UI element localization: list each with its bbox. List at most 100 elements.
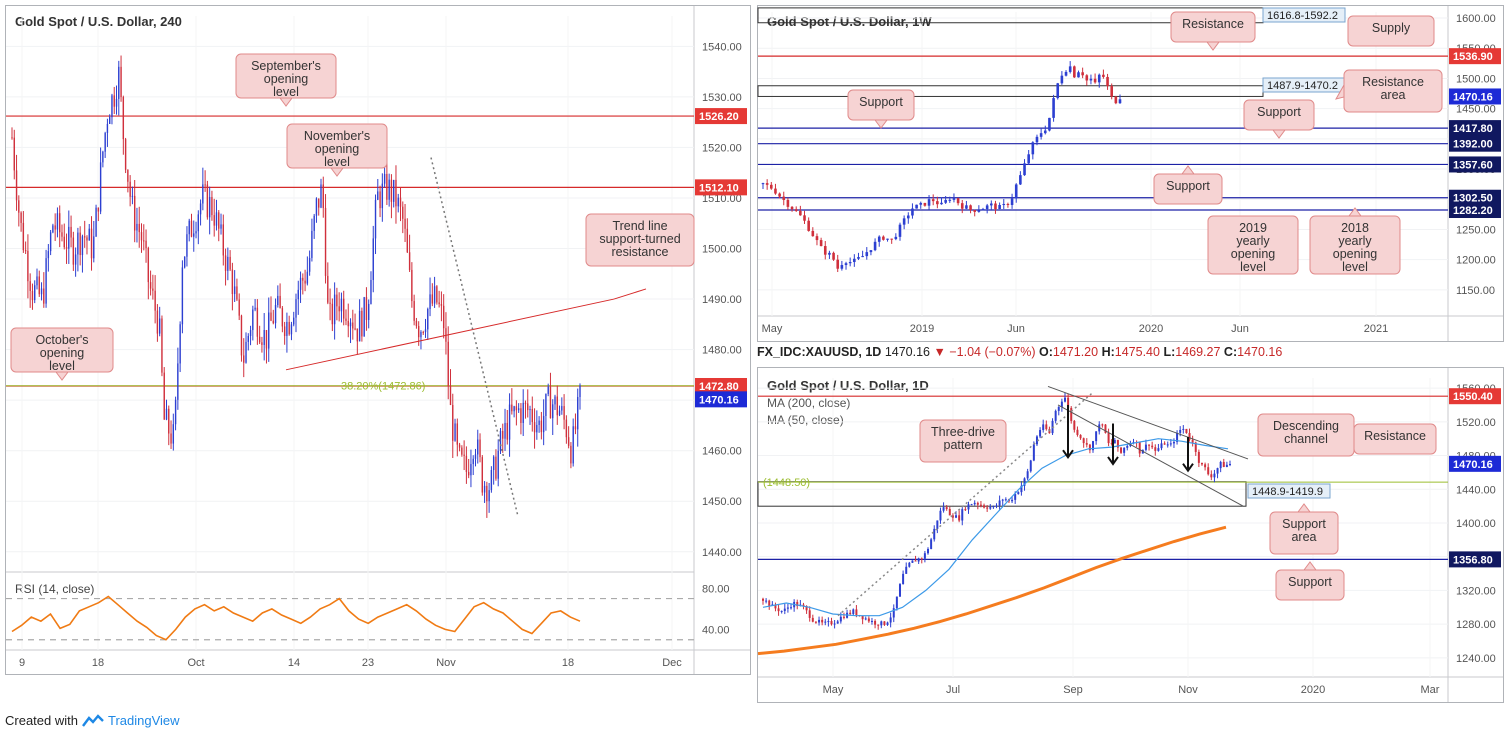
chart-1w[interactable]: Gold Spot / U.S. Dollar, 1W 1150.00 1200.… bbox=[757, 6, 1503, 341]
price-tag-support bbox=[1449, 551, 1501, 568]
three-drive-dotted-line bbox=[837, 391, 1094, 617]
candle-body bbox=[889, 617, 892, 623]
candle-body bbox=[265, 330, 268, 349]
candle-body bbox=[1222, 461, 1225, 467]
candle-body bbox=[1070, 407, 1073, 421]
candle-body bbox=[563, 406, 565, 420]
candle-body bbox=[352, 322, 354, 329]
tradingview-brand[interactable]: TradingView bbox=[107, 713, 180, 728]
chart-panel-4h[interactable]: Gold Spot / U.S. Dollar, 240 RSI (14, cl… bbox=[5, 5, 751, 675]
callout-line: Resistance bbox=[1364, 429, 1426, 443]
chart-4h[interactable]: Gold Spot / U.S. Dollar, 240 RSI (14, cl… bbox=[6, 6, 750, 674]
candle-body bbox=[960, 203, 964, 209]
callout-pointer bbox=[1334, 83, 1345, 100]
callout-september-level: September's opening level bbox=[235, 53, 337, 107]
candle-body bbox=[570, 445, 572, 464]
candle-body bbox=[1079, 434, 1082, 439]
candle-body bbox=[197, 214, 200, 232]
candle-body bbox=[844, 263, 848, 266]
candle-body bbox=[345, 318, 347, 321]
candle-body bbox=[404, 218, 406, 229]
candle-body bbox=[1179, 429, 1182, 433]
candle-body bbox=[456, 423, 459, 445]
open-label: O: bbox=[1039, 345, 1053, 359]
candle-body bbox=[427, 308, 429, 330]
candle-body bbox=[790, 206, 794, 210]
callout-text: Resistance bbox=[1364, 429, 1426, 443]
candle-body bbox=[1023, 478, 1026, 486]
callout-text: Support bbox=[1257, 105, 1301, 119]
candle-body bbox=[762, 598, 764, 601]
candle-body bbox=[183, 256, 186, 268]
candle-body bbox=[1039, 133, 1043, 137]
candle-body bbox=[129, 181, 131, 197]
candle-body bbox=[920, 558, 923, 560]
candle-body bbox=[499, 430, 502, 451]
candle-body bbox=[233, 286, 236, 295]
candle-body bbox=[465, 455, 468, 472]
candle-body bbox=[908, 562, 911, 567]
candle-body bbox=[864, 618, 867, 620]
candle-body bbox=[454, 423, 456, 441]
candle-body bbox=[1073, 66, 1076, 78]
candle-body bbox=[293, 317, 295, 325]
candle-body bbox=[245, 341, 247, 363]
candle-body bbox=[1110, 443, 1113, 445]
candle-body bbox=[481, 457, 484, 493]
callout-three-drive: Three-drive pattern bbox=[919, 419, 1007, 463]
candle-body bbox=[561, 406, 563, 411]
candle-body bbox=[229, 256, 231, 270]
candle-body bbox=[911, 208, 914, 216]
candle-body bbox=[833, 623, 836, 625]
candle-body bbox=[156, 310, 159, 334]
candle-body bbox=[115, 98, 118, 107]
callout-november-level: November's opening level bbox=[286, 123, 388, 177]
callout-line: opening bbox=[1333, 247, 1378, 261]
candle-body bbox=[527, 403, 529, 411]
candle-body bbox=[880, 621, 883, 626]
candle-body bbox=[940, 202, 943, 205]
candle-body bbox=[329, 302, 331, 304]
candle-body bbox=[883, 621, 886, 625]
candle-body bbox=[186, 234, 188, 257]
candle-body bbox=[379, 191, 381, 209]
candle-body bbox=[981, 208, 985, 211]
candle-body bbox=[811, 230, 815, 237]
candle-body bbox=[1032, 444, 1035, 461]
candle-body bbox=[805, 606, 808, 611]
callout-line: level bbox=[1342, 260, 1368, 274]
candle-body bbox=[786, 607, 789, 609]
candle-body bbox=[1163, 443, 1166, 445]
candle-body bbox=[40, 288, 43, 295]
zone-tag bbox=[1247, 483, 1331, 499]
candle-body bbox=[1113, 439, 1116, 444]
chart-panel-1w[interactable]: Gold Spot / U.S. Dollar, 1W 1150.00 1200.… bbox=[757, 5, 1504, 342]
level-price-label: 1536.90 bbox=[1453, 51, 1493, 63]
candle-body bbox=[145, 240, 147, 249]
candle-body bbox=[1148, 444, 1151, 446]
candle-body bbox=[917, 558, 920, 562]
chart-1d[interactable]: Gold Spot / U.S. Dollar, 1D MA (200, clo… bbox=[757, 368, 1503, 702]
callout-line: yearly bbox=[1236, 234, 1270, 248]
candle-body bbox=[1076, 429, 1079, 435]
callout-support-d: Support bbox=[1275, 561, 1345, 601]
candle-body bbox=[315, 198, 318, 216]
candle-body bbox=[558, 410, 561, 416]
chart-panel-1d[interactable]: Gold Spot / U.S. Dollar, 1D MA (200, clo… bbox=[757, 367, 1504, 703]
last-price-label: 1470.16 bbox=[1453, 91, 1493, 103]
candle-body bbox=[43, 288, 45, 304]
callout-pointer bbox=[330, 167, 344, 177]
candle-body bbox=[1023, 163, 1026, 176]
candle-body bbox=[517, 408, 520, 411]
x-tick-label: Jul bbox=[946, 684, 960, 696]
candle-body bbox=[1045, 424, 1048, 430]
y-tick-label: 1480.00 bbox=[702, 345, 742, 357]
candle-body bbox=[358, 310, 361, 342]
candle-body bbox=[540, 420, 543, 433]
x-tick-label: 23 bbox=[362, 657, 374, 669]
candle-body bbox=[374, 199, 377, 239]
candle-body bbox=[1102, 74, 1105, 77]
candle-body bbox=[1093, 78, 1097, 83]
candle-body bbox=[840, 265, 844, 269]
candle-body bbox=[504, 422, 506, 439]
